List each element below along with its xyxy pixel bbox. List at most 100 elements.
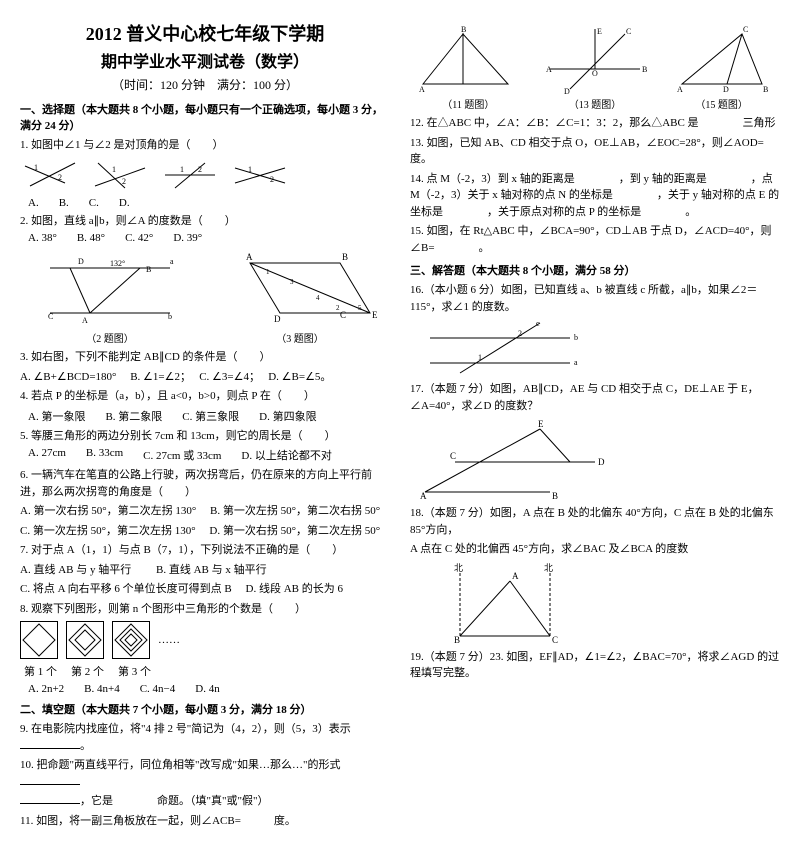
q5-opt-b: B. 33cm: [86, 447, 123, 463]
svg-text:4: 4: [316, 294, 320, 302]
question-15: 15. 如图，在 Rt△ABC 中，∠BCA=90°，CD⊥AB 于点 D，∠A…: [410, 223, 780, 256]
svg-text:2: 2: [198, 165, 202, 174]
svg-text:D: D: [564, 87, 570, 94]
svg-text:b: b: [168, 312, 172, 321]
question-6: 6. 一辆汽车在笔直的公路上行驶，两次拐弯后，仍在原来的方向上平行前进，那么两次…: [20, 467, 390, 500]
q2-options: A. 38° B. 48° C. 42° D. 39°: [28, 232, 390, 244]
svg-text:D: D: [78, 257, 84, 266]
q2-opt-b: B. 48°: [77, 232, 105, 244]
sq-1: [20, 621, 58, 659]
fig-11-caption: （11 题图）: [442, 96, 494, 111]
q4-opt-d: D. 第四象限: [259, 408, 316, 424]
q10-text: 10. 把命题"两直线平行，同位角相等"改写成"如果…那么…"的形式: [20, 759, 340, 771]
q8-opt-a: A. 2n+2: [28, 683, 64, 695]
q1-opt-b: B.: [59, 197, 69, 209]
fig-11-box: AB （11 题图）: [410, 24, 527, 111]
fig-2-caption: （2 题图）: [86, 330, 134, 345]
fig-16-wrap: ba c 21: [410, 318, 780, 378]
svg-text:A: A: [546, 65, 552, 74]
q1-opt-d: D.: [119, 197, 130, 209]
q7-opt-b: B. 直线 AB 与 x 轴平行: [156, 564, 267, 576]
q4-options: A. 第一象限 B. 第二象限 C. 第三象限 D. 第四象限: [28, 408, 390, 424]
q1-opt-a: A.: [28, 197, 39, 209]
svg-text:2: 2: [58, 173, 62, 182]
q5-opt-d: D. 以上结论都不对: [241, 447, 331, 463]
q7-line1: A. 直线 AB 与 y 轴平行 B. 直线 AB 与 x 轴平行: [20, 562, 390, 579]
question-18b: A 点在 C 处的北偏西 45°方向，求∠BAC 及∠BCA 的度数: [410, 541, 780, 558]
blank-10b: [20, 793, 80, 804]
svg-text:2: 2: [336, 304, 340, 312]
q6-line1: A. 第一次右拐 50°，第二次左拐 130° B. 第一次左拐 50°，第二次…: [20, 503, 390, 520]
q6-opt-c: C. 第一次左拐 50°，第二次左拐 130°: [20, 525, 196, 537]
q5-opt-c: C. 27cm 或 33cm: [143, 447, 221, 463]
sq-2: [66, 621, 104, 659]
svg-text:B: B: [342, 252, 348, 262]
fig-15-caption: （15 题图）: [695, 96, 748, 111]
svg-text:132°: 132°: [110, 259, 125, 268]
left-column: 2012 普义中心校七年级下学期 期中学业水平测试卷（数学） （时间：120 分…: [20, 20, 390, 832]
svg-text:2: 2: [122, 177, 126, 186]
svg-text:a: a: [170, 257, 174, 266]
q3-opt-a: A. ∠B+∠BCD=180°: [20, 371, 116, 383]
fig-13: AB OE CD: [540, 24, 650, 94]
fig-2: 132° D a B A b C: [40, 248, 180, 328]
svg-text:b: b: [574, 333, 578, 342]
question-11: 11. 如图，将一副三角板放在一起，则∠ACB= 度。: [20, 813, 390, 830]
q2-q3-figures: 132° D a B A b C （2 题图） A B E C D 1 3 4: [20, 248, 390, 345]
q2-opt-a: A. 38°: [28, 232, 57, 244]
right-column: AB （11 题图） AB OE CD （13 题图） AB CD （15 题图…: [410, 20, 780, 832]
svg-text:北: 北: [454, 563, 463, 573]
svg-text:C: C: [626, 27, 631, 36]
fig-2-box: 132° D a B A b C （2 题图）: [20, 248, 200, 345]
q3-options: A. ∠B+∠BCD=180° B. ∠1=∠2； C. ∠3=∠4； D. ∠…: [20, 369, 390, 386]
sq-label-2: 第 2 个: [71, 663, 104, 679]
fig-3-caption: （3 题图）: [276, 330, 324, 345]
blank-9: [20, 738, 80, 749]
question-7: 7. 对于点 A（1，1）与点 B（7，1），下列说法不正确的是（ ）: [20, 542, 390, 559]
main-title: 2012 普义中心校七年级下学期: [20, 20, 390, 46]
q5-opt-a: A. 27cm: [28, 447, 66, 463]
svg-text:3: 3: [290, 278, 294, 286]
q2-opt-c: C. 42°: [125, 232, 153, 244]
svg-text:A: A: [82, 316, 88, 325]
question-4: 4. 若点 P 的坐标是（a，b），且 a<0，b>0，则点 P 在（ ）: [20, 388, 390, 405]
svg-text:E: E: [372, 310, 378, 320]
question-18: 18.（本题 7 分）如图，A 点在 B 处的北偏东 40°方向，C 点在 B …: [410, 505, 780, 538]
q2-opt-d: D. 39°: [173, 232, 202, 244]
question-10: 10. 把命题"两直线平行，同位角相等"改写成"如果…那么…"的形式: [20, 757, 390, 790]
q1-options: A. B. C. D.: [28, 197, 390, 209]
svg-text:A: A: [420, 491, 427, 501]
q4-opt-b: B. 第二象限: [105, 408, 162, 424]
question-12: 12. 在△ABC 中，∠A：∠B：∠C=1：3：2，那么△ABC 是 三角形: [410, 115, 780, 132]
q7-opt-a: A. 直线 AB 与 y 轴平行: [20, 564, 131, 576]
question-9: 9. 在电影院内找座位，将"4 排 2 号"简记为（4，2），则（5，3）表示。: [20, 721, 390, 754]
svg-text:E: E: [538, 419, 544, 429]
question-17: 17.（本题 7 分）如图，AB∥CD，AE 与 CD 相交于点 C，DE⊥AE…: [410, 381, 780, 414]
svg-text:D: D: [723, 85, 729, 94]
q1-fig-d: 12: [230, 158, 290, 193]
q3-opt-d: D. ∠B=∠5。: [268, 371, 331, 383]
ellipsis: ……: [158, 634, 180, 646]
question-5: 5. 等腰三角形的两边分别长 7cm 和 13cm，则它的周长是（ ）: [20, 428, 390, 445]
svg-text:B: B: [454, 635, 460, 645]
question-2: 2. 如图，直线 a∥b，则∠A 的度数是（ ）: [20, 213, 390, 230]
svg-text:D: D: [598, 457, 605, 467]
svg-text:1: 1: [478, 353, 482, 362]
svg-text:A: A: [677, 85, 683, 94]
svg-text:2: 2: [518, 329, 522, 338]
svg-text:5: 5: [358, 304, 362, 312]
subtitle: 期中学业水平测试卷（数学）: [20, 48, 390, 72]
question-8: 8. 观察下列图形，则第 n 个图形中三角形的个数是（ ）: [20, 601, 390, 618]
fig-15: AB CD: [667, 24, 777, 94]
svg-text:C: C: [450, 451, 456, 461]
q8-opt-b: B. 4n+4: [84, 683, 120, 695]
q9-text: 9. 在电影院内找座位，将"4 排 2 号"简记为（4，2），则（5，3）表示: [20, 723, 351, 735]
q1-figures: 12 12 12 12: [20, 158, 390, 193]
q6-opt-a: A. 第一次右拐 50°，第二次左拐 130°: [20, 505, 196, 517]
section-2-head: 二、填空题（本大题共 7 个小题，每小题 3 分，满分 18 分）: [20, 701, 390, 717]
svg-text:A: A: [419, 85, 425, 94]
question-10b: ，它是 命题。（填"真"或"假"）: [20, 793, 390, 810]
svg-text:a: a: [574, 358, 578, 367]
svg-text:B: B: [552, 491, 558, 501]
q10b-text: ，它是 命题。（填"真"或"假"）: [80, 795, 268, 807]
